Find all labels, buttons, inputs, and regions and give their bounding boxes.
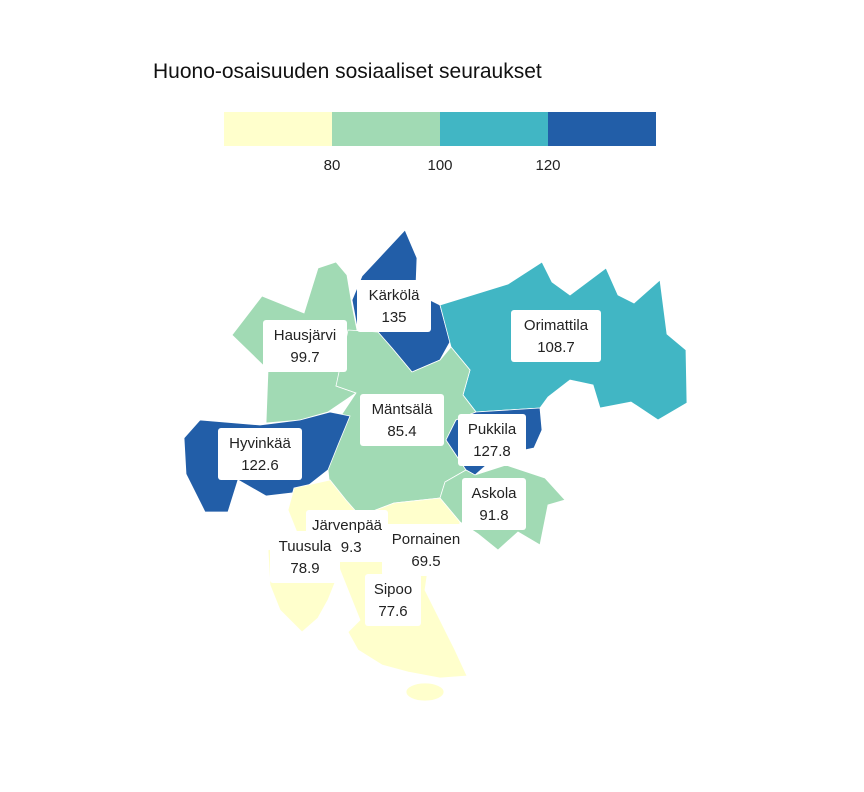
- legend-tick-100: 100: [427, 157, 452, 174]
- label-tuusula-value: 78.9: [290, 560, 319, 577]
- label-karkola: Kärkölä 135: [357, 280, 431, 332]
- label-pornainen-value: 69.5: [411, 553, 440, 570]
- label-hausjarvi: Hausjärvi 99.7: [263, 320, 347, 372]
- legend-bin-3: [440, 112, 548, 146]
- label-orimattila: Orimattila 108.7: [511, 310, 601, 362]
- label-sipoo-name: Sipoo: [374, 581, 412, 598]
- region-labels: Kärkölä 135 Hausjärvi 99.7 Orimattila 10…: [218, 280, 601, 626]
- label-jarvenpaa-name: Järvenpää: [312, 517, 383, 534]
- label-hausjarvi-name: Hausjärvi: [274, 327, 337, 344]
- label-mantsala-value: 85.4: [387, 423, 416, 440]
- map-title: Huono-osaisuuden sosiaaliset seuraukset: [153, 60, 542, 83]
- label-mantsala-name: Mäntsälä: [372, 401, 434, 418]
- label-orimattila-value: 108.7: [537, 339, 575, 356]
- label-mantsala: Mäntsälä 85.4: [360, 394, 444, 446]
- label-karkola-name: Kärkölä: [369, 287, 421, 304]
- legend-tick-120: 120: [535, 157, 560, 174]
- label-hyvinkaa: Hyvinkää 122.6: [218, 428, 302, 480]
- label-hyvinkaa-value: 122.6: [241, 457, 279, 474]
- label-askola: Askola 91.8: [462, 478, 526, 530]
- legend-bin-2: [332, 112, 440, 146]
- legend: 80 100 120: [224, 112, 656, 174]
- label-pornainen-name: Pornainen: [392, 531, 460, 548]
- label-pornainen: Pornainen 69.5: [382, 524, 470, 576]
- label-hausjarvi-value: 99.7: [290, 349, 319, 366]
- label-askola-value: 91.8: [479, 507, 508, 524]
- label-sipoo-value: 77.6: [378, 603, 407, 620]
- label-pukkila-value: 127.8: [473, 443, 511, 460]
- label-karkola-value: 135: [381, 309, 406, 326]
- label-sipoo: Sipoo 77.6: [365, 574, 421, 626]
- label-pukkila: Pukkila 127.8: [458, 414, 526, 466]
- label-askola-name: Askola: [471, 485, 517, 502]
- label-tuusula-name: Tuusula: [279, 538, 332, 555]
- label-hyvinkaa-name: Hyvinkää: [229, 435, 291, 452]
- label-tuusula: Tuusula 78.9: [270, 531, 340, 583]
- legend-bin-4: [548, 112, 656, 146]
- legend-bin-1: [224, 112, 332, 146]
- region-sipoo-island: [405, 682, 445, 702]
- label-pukkila-name: Pukkila: [468, 421, 517, 438]
- label-orimattila-name: Orimattila: [524, 317, 589, 334]
- legend-tick-80: 80: [324, 157, 341, 174]
